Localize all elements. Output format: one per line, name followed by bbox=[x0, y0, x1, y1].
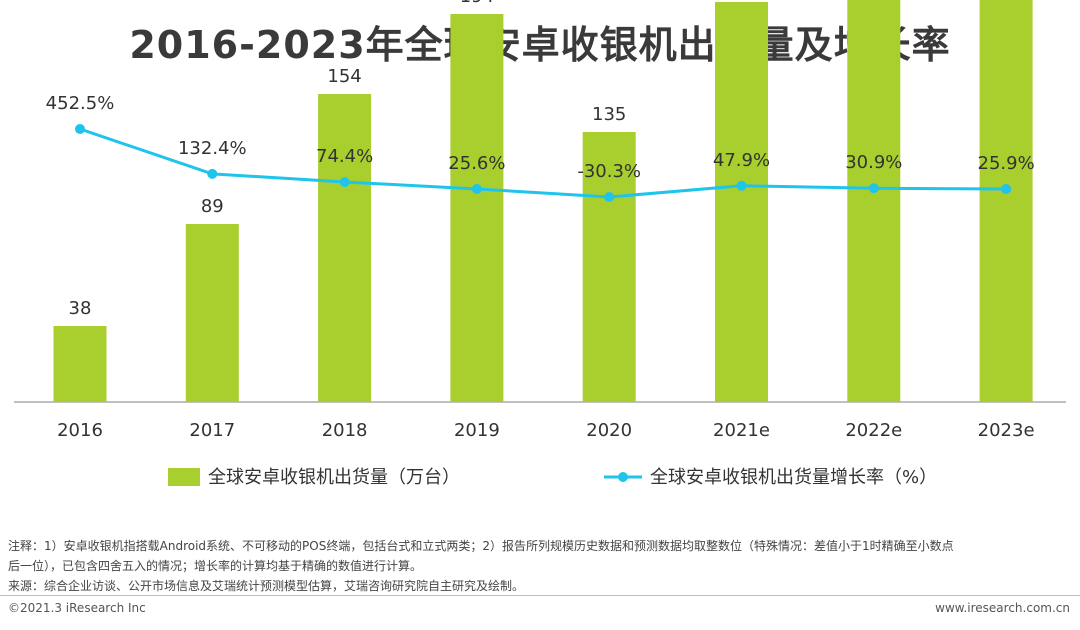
growth-label-2021e: 47.9% bbox=[713, 150, 770, 171]
legend-line-label: 全球安卓收银机出货量增长率（%） bbox=[650, 467, 937, 488]
source-line: 来源：综合企业访谈、公开市场信息及艾瑞统计预测模型估算，艾瑞咨询研究院自主研究及… bbox=[8, 579, 525, 593]
bar-2020 bbox=[582, 132, 636, 402]
x-tick-2021e: 2021e bbox=[713, 420, 770, 441]
growth-point-2022e bbox=[868, 183, 879, 194]
growth-point-2017 bbox=[207, 168, 218, 179]
legend-bar-label: 全球安卓收银机出货量（万台） bbox=[208, 467, 460, 488]
growth-label-2023e: 25.9% bbox=[978, 153, 1035, 174]
copyright: ©2021.3 iResearch Inc bbox=[8, 601, 146, 615]
bar-2018 bbox=[318, 94, 372, 402]
legend-line-marker bbox=[618, 472, 628, 482]
growth-point-2018 bbox=[339, 177, 350, 187]
x-tick-2016: 2016 bbox=[57, 420, 103, 441]
combo-chart: 3820168920171542018194201913520202002021… bbox=[14, 0, 1066, 488]
x-tick-2019: 2019 bbox=[454, 420, 500, 441]
growth-label-2017: 132.4% bbox=[178, 138, 247, 159]
x-tick-2018: 2018 bbox=[322, 420, 368, 441]
bar-2019 bbox=[450, 14, 504, 402]
bar-label-2020: 135 bbox=[592, 104, 626, 125]
note-line-2: 后一位），已包含四舍五入的情况；增长率的计算均基于精确的数值进行计算。 bbox=[8, 559, 423, 573]
growth-point-2020 bbox=[604, 192, 615, 202]
x-tick-2022e: 2022e bbox=[845, 420, 902, 441]
legend-bar-swatch bbox=[168, 468, 200, 486]
bar-label-2016: 38 bbox=[69, 298, 92, 319]
footer-divider bbox=[0, 595, 1080, 596]
x-tick-2020: 2020 bbox=[586, 420, 632, 441]
growth-label-2018: 74.4% bbox=[316, 146, 373, 167]
bar-2021e bbox=[715, 2, 768, 402]
growth-line bbox=[79, 127, 1007, 199]
growth-point-2023e bbox=[1001, 183, 1012, 194]
growth-point-2019 bbox=[471, 183, 482, 194]
growth-label-2020: -30.3% bbox=[577, 161, 641, 182]
note-line-1: 注释：1）安卓收银机指搭载Android系统、不可移动的POS终端，包括台式和立… bbox=[8, 539, 954, 553]
growth-point-2016 bbox=[75, 124, 85, 134]
bar-label-2017: 89 bbox=[201, 196, 224, 217]
x-tick-2023e: 2023e bbox=[978, 420, 1035, 441]
bar-2023e bbox=[979, 0, 1033, 402]
growth-label-2022e: 30.9% bbox=[845, 152, 902, 173]
growth-label-2016: 452.5% bbox=[46, 93, 115, 114]
bar-2017 bbox=[185, 224, 239, 402]
website-url: www.iresearch.com.cn bbox=[935, 601, 1070, 615]
growth-label-2019: 25.6% bbox=[448, 153, 505, 174]
chart-title: 2016-2023年全球安卓收银机出货量及增长率 bbox=[129, 23, 951, 67]
bar-label-2018: 154 bbox=[327, 66, 361, 87]
bar-2016 bbox=[53, 326, 107, 402]
growth-point-2021e bbox=[736, 180, 747, 191]
bar-2022e bbox=[847, 0, 901, 402]
x-tick-2017: 2017 bbox=[189, 420, 235, 441]
bar-label-2019: 194 bbox=[460, 0, 494, 7]
